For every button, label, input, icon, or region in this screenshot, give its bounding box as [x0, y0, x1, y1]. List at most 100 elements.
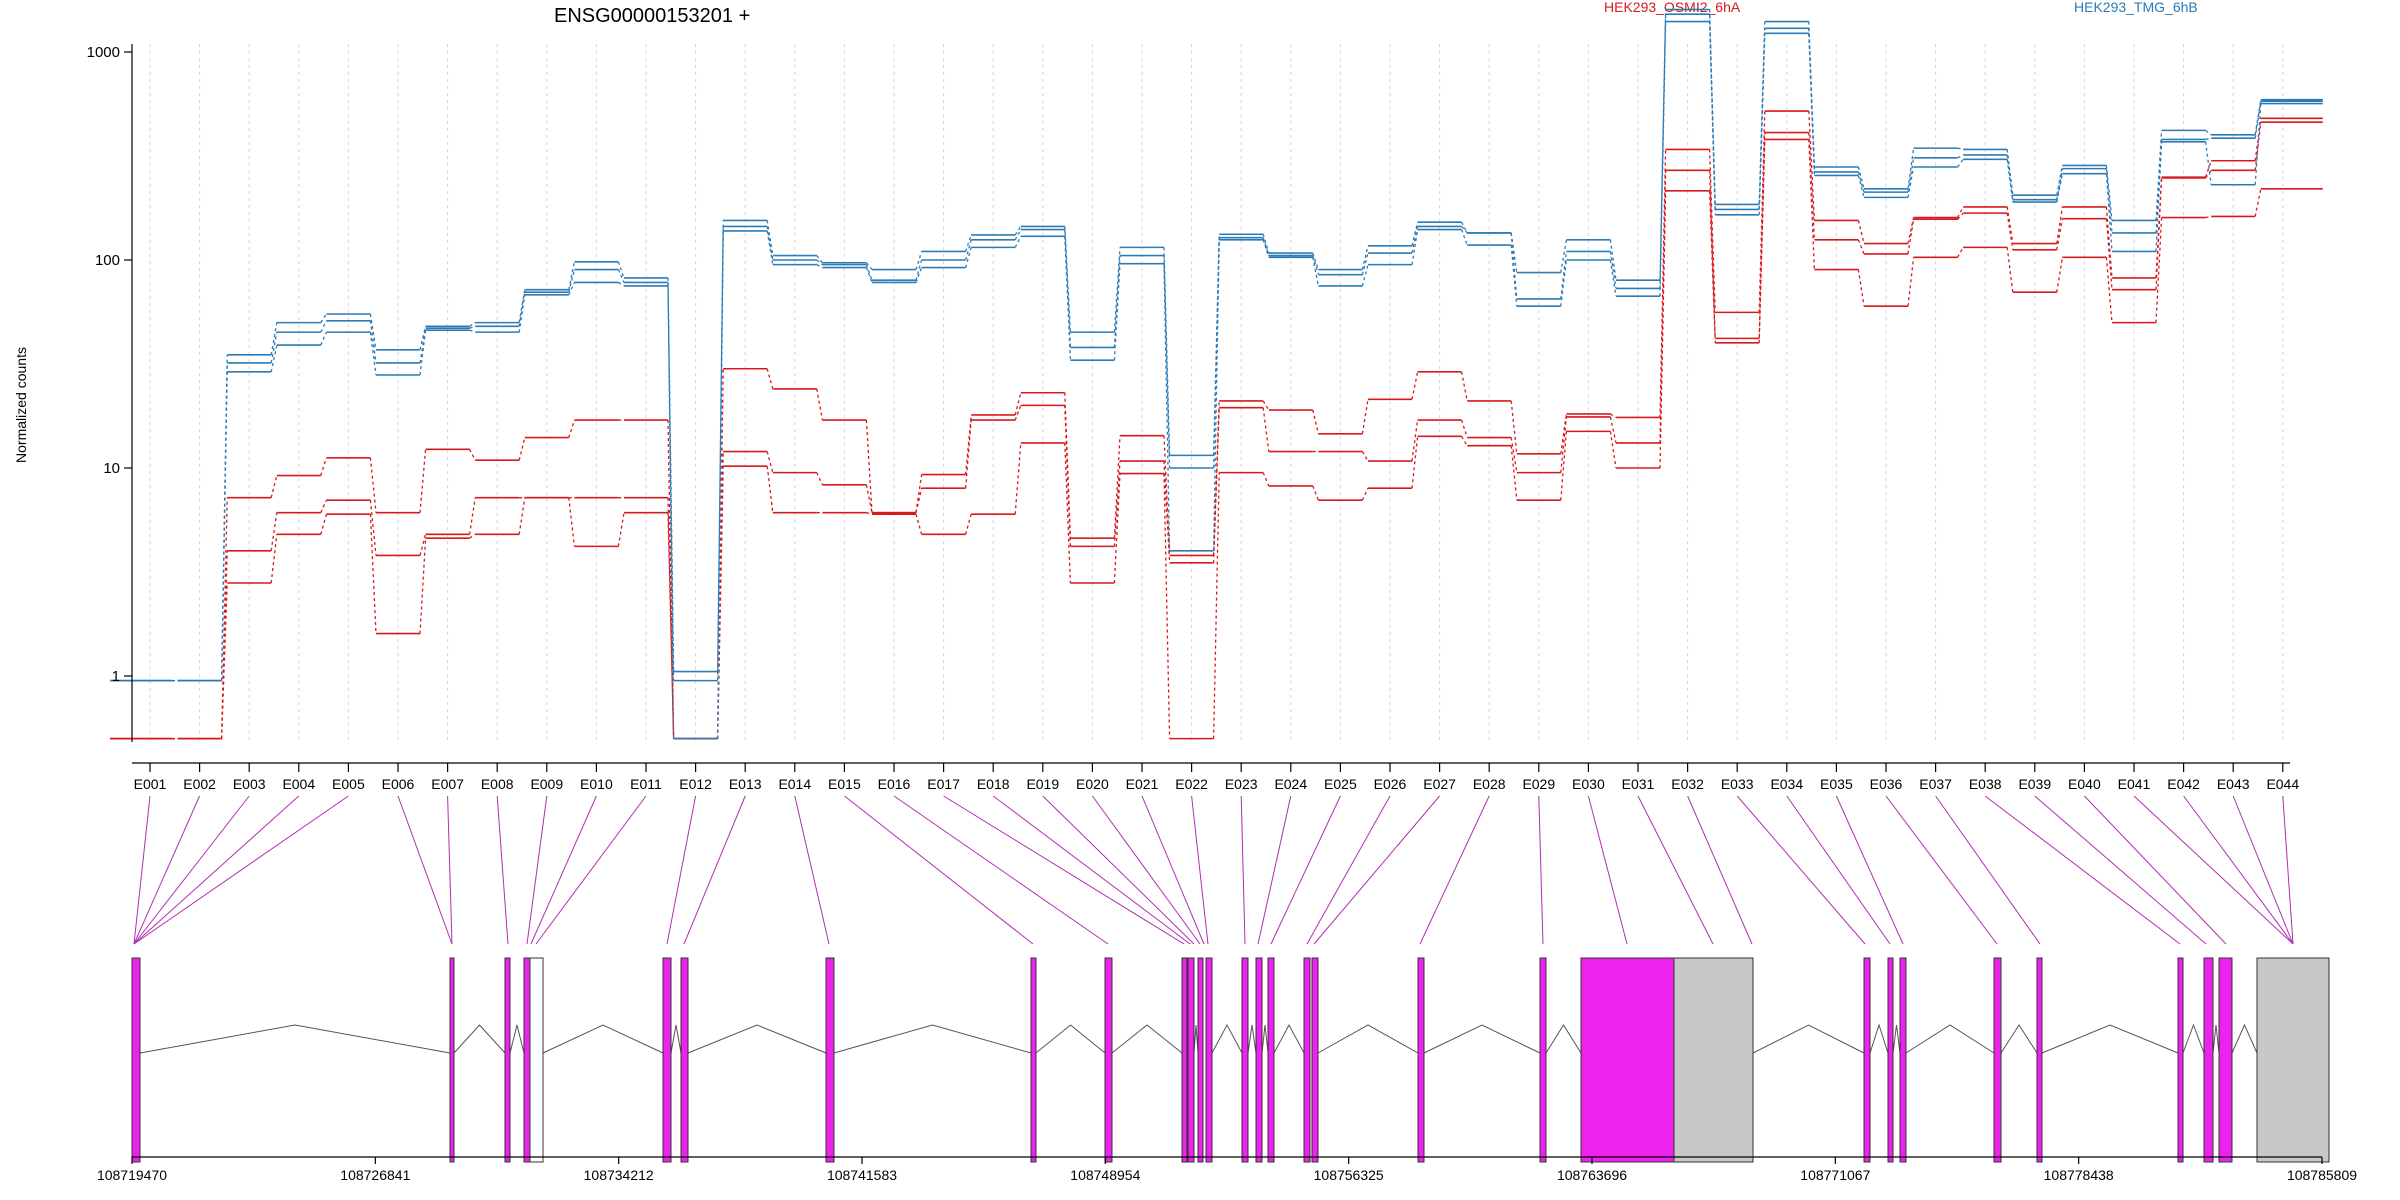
y-ticks: 1 10 100 1000 [87, 44, 132, 685]
data-transition [2205, 137, 2212, 141]
intron-line [1247, 1024, 1257, 1054]
data-transition [1461, 226, 1468, 234]
y-tick-label: 1000 [87, 44, 120, 61]
intron-line [2182, 1023, 2205, 1054]
exon-block [1205, 957, 1213, 1163]
intron-line [1752, 1024, 1865, 1054]
data-transition [1758, 33, 1766, 215]
exon-label: E021 [1126, 776, 1159, 792]
exon-block [1267, 957, 1275, 1163]
data-transition [320, 457, 328, 476]
data-transition [270, 534, 278, 584]
data-transition [816, 472, 823, 486]
intron-line [453, 1024, 506, 1054]
intron-line [1273, 1023, 1305, 1054]
y-axis-label: Normalized counts [13, 347, 29, 463]
data-transition [1758, 139, 1766, 343]
data-transition [1609, 251, 1617, 289]
data-transition [1708, 170, 1716, 339]
exon-label: E040 [2068, 776, 2101, 792]
intron-line [687, 1024, 827, 1054]
data-transition [1708, 21, 1716, 215]
intron-line [1545, 1024, 1582, 1054]
exon-block [1030, 957, 1037, 1163]
data-transition [766, 451, 774, 473]
exon-block [1181, 957, 1188, 1163]
data-transition [1361, 264, 1369, 287]
data-transition [1014, 226, 1022, 236]
intron-line [1869, 1023, 1889, 1054]
data-transition [2006, 159, 2014, 203]
data-transition [568, 282, 575, 296]
intron-line [1892, 1024, 1901, 1054]
data-transition [1609, 259, 1617, 297]
data-transition [617, 512, 625, 547]
data-transition [1957, 158, 1964, 168]
data-transition [320, 313, 327, 323]
data-transition [419, 538, 427, 634]
data-transition [1212, 400, 1220, 556]
series-osmi2 [110, 110, 2323, 740]
data-transition [915, 488, 923, 513]
data-transition [1857, 166, 1865, 189]
exon-connector [1587, 795, 1628, 945]
data-transition [1014, 405, 1022, 421]
data-transition [866, 512, 873, 515]
intron-line [2000, 1024, 2038, 1054]
intron-line [139, 1024, 451, 1054]
data-transition [2056, 206, 2064, 244]
exon-label: E006 [382, 776, 415, 792]
data-transition [1609, 416, 1617, 444]
data-transition [2204, 160, 2212, 178]
exon-connector [1141, 795, 1205, 945]
data-transition [1808, 139, 1816, 270]
data-transition [320, 320, 327, 333]
exon-label: E044 [2266, 776, 2299, 792]
exon-connector [496, 795, 509, 945]
data-transition [1262, 400, 1270, 411]
data-transition [667, 497, 675, 739]
exon-connector [2282, 795, 2294, 945]
legend-tmg-label: HEK293_TMG_6hB [2074, 0, 2198, 15]
data-transition [369, 514, 377, 634]
exon-label: E043 [2217, 776, 2250, 792]
data-transition [1312, 409, 1320, 434]
data-transition [1212, 407, 1220, 563]
data-transition [369, 320, 377, 364]
data-transition [518, 497, 526, 535]
data-transition [320, 499, 327, 513]
exon-label: E015 [828, 776, 861, 792]
legend-osmi2-label: HEK293_OSMI2_6hA [1604, 0, 1741, 15]
data-transition [2105, 257, 2113, 323]
data-transition [1312, 252, 1320, 270]
genomic-tick-label: 108719470 [97, 1167, 167, 1183]
data-transition [2105, 168, 2113, 233]
exon-block [1887, 957, 1894, 1163]
genomic-tick-label: 108763696 [1557, 1167, 1627, 1183]
data-transition [1510, 232, 1518, 299]
data-transition [716, 226, 724, 681]
series-tmg [110, 20, 2323, 740]
data-transition [1113, 473, 1121, 584]
exon-connector [133, 795, 201, 945]
data-transition [1312, 485, 1320, 501]
data-transition [469, 325, 476, 329]
data-transition [1957, 247, 1964, 258]
exon-connector [1935, 795, 2041, 945]
data-transition [617, 261, 625, 279]
data-transition [1212, 239, 1220, 551]
data-transition [964, 414, 972, 475]
data-transition [1857, 171, 1865, 193]
genomic-axis: 108719470 108726841 108734212 108741583 1087… [97, 1156, 2357, 1183]
exon-label: E007 [431, 776, 464, 792]
exon-connector [1270, 795, 1341, 945]
exon-label: E038 [1969, 776, 2002, 792]
data-transition [816, 264, 823, 269]
data-transition [1659, 21, 1667, 297]
exon-label: E036 [1870, 776, 1903, 792]
data-transition [1857, 269, 1865, 307]
data-transition [1163, 473, 1171, 739]
genomic-tick-label: 108778438 [2044, 1167, 2114, 1183]
data-transition [1113, 435, 1121, 539]
data-transition [1411, 436, 1419, 489]
